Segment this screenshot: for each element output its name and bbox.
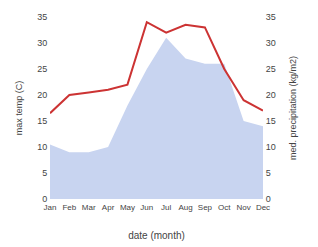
svg-text:Dec: Dec <box>256 203 270 212</box>
svg-text:10: 10 <box>266 142 276 152</box>
svg-text:0: 0 <box>42 194 47 204</box>
svg-text:15: 15 <box>37 116 47 126</box>
svg-text:Mar: Mar <box>82 203 96 212</box>
svg-text:0: 0 <box>266 194 271 204</box>
svg-text:5: 5 <box>42 168 47 178</box>
svg-text:Oct: Oct <box>218 203 231 212</box>
svg-text:Jul: Jul <box>161 203 171 212</box>
svg-text:25: 25 <box>266 64 276 74</box>
svg-text:35: 35 <box>266 12 276 22</box>
svg-text:date (month): date (month) <box>128 230 185 241</box>
svg-text:35: 35 <box>37 12 47 22</box>
svg-text:med. precipitation (kg/m2): med. precipitation (kg/m2) <box>288 56 298 160</box>
svg-text:20: 20 <box>266 90 276 100</box>
svg-text:Sep: Sep <box>198 203 213 212</box>
svg-text:Jun: Jun <box>140 203 153 212</box>
svg-text:Aug: Aug <box>178 203 192 212</box>
svg-text:Jan: Jan <box>44 203 57 212</box>
svg-text:10: 10 <box>37 142 47 152</box>
svg-text:Feb: Feb <box>62 203 76 212</box>
svg-text:15: 15 <box>266 116 276 126</box>
svg-text:30: 30 <box>266 38 276 48</box>
svg-text:25: 25 <box>37 64 47 74</box>
svg-text:May: May <box>120 203 135 212</box>
svg-text:max temp (C): max temp (C) <box>14 81 24 136</box>
svg-text:Apr: Apr <box>102 203 115 212</box>
svg-text:30: 30 <box>37 38 47 48</box>
svg-text:5: 5 <box>266 168 271 178</box>
svg-text:20: 20 <box>37 90 47 100</box>
svg-text:Nov: Nov <box>237 203 251 212</box>
